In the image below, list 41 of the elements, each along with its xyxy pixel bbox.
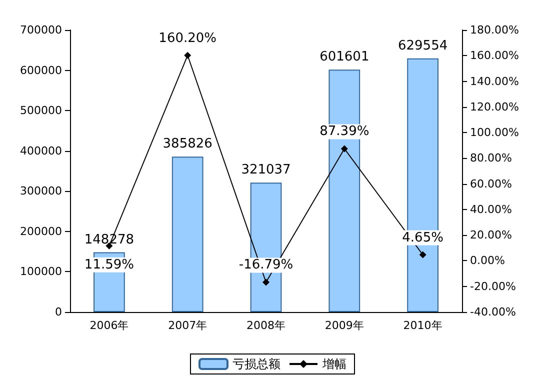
y2-tick-label: -20.00%	[470, 280, 516, 293]
y-tick-label: 500000	[20, 104, 62, 118]
x-tick-label: 2007年	[168, 319, 208, 332]
y2-tick-label: 40.00%	[470, 202, 512, 216]
data-label: -16.79%	[238, 258, 294, 273]
y2-tick-label: 20.00%	[470, 228, 512, 242]
legend-label: 增幅	[322, 357, 346, 371]
point	[184, 52, 192, 59]
y2-tick-label: 100.00%	[470, 126, 519, 140]
x-tick-label: 2010年	[403, 319, 442, 332]
x-tick-label: 2008年	[246, 319, 286, 332]
data-label: 11.59%	[84, 257, 134, 272]
y2-tick-label: 180.00%	[470, 24, 519, 36]
y2-tick-label: 0.00%	[470, 254, 505, 268]
point	[340, 145, 348, 152]
y-tick-label: 0	[55, 306, 62, 318]
data-label: 629554	[398, 38, 448, 54]
data-label: 4.65%	[402, 230, 444, 246]
data-label: 601601	[320, 50, 370, 65]
y2-tick-label: 140.00%	[470, 74, 519, 88]
data-label: 385826	[162, 136, 212, 152]
legend-label: 亏损总额	[232, 357, 280, 371]
data-label: 160.20%	[158, 30, 217, 46]
y-tick-label: 700000	[20, 24, 62, 36]
y2-tick-label: 80.00%	[470, 152, 512, 165]
y2-tick-label: 160.00%	[470, 49, 519, 62]
data-label: 321037	[241, 162, 291, 178]
point	[262, 278, 270, 286]
y-tick-label: 400000	[20, 144, 62, 158]
y2-tick-label: 60.00%	[470, 177, 512, 190]
x-tick-label: 2006年	[90, 319, 129, 332]
point	[419, 251, 426, 258]
y2-tick-label: -40.00%	[470, 306, 516, 318]
y-tick-label: 300000	[20, 184, 62, 198]
y-tick-label: 600000	[20, 64, 62, 77]
x-tick-label: 2009年	[324, 319, 364, 332]
y-tick-label: 200000	[20, 224, 62, 238]
bar	[172, 156, 204, 312]
data-label: 87.39%	[320, 124, 370, 140]
y-tick-label: 100000	[20, 265, 62, 278]
y2-tick-label: 120.00%	[470, 100, 519, 114]
